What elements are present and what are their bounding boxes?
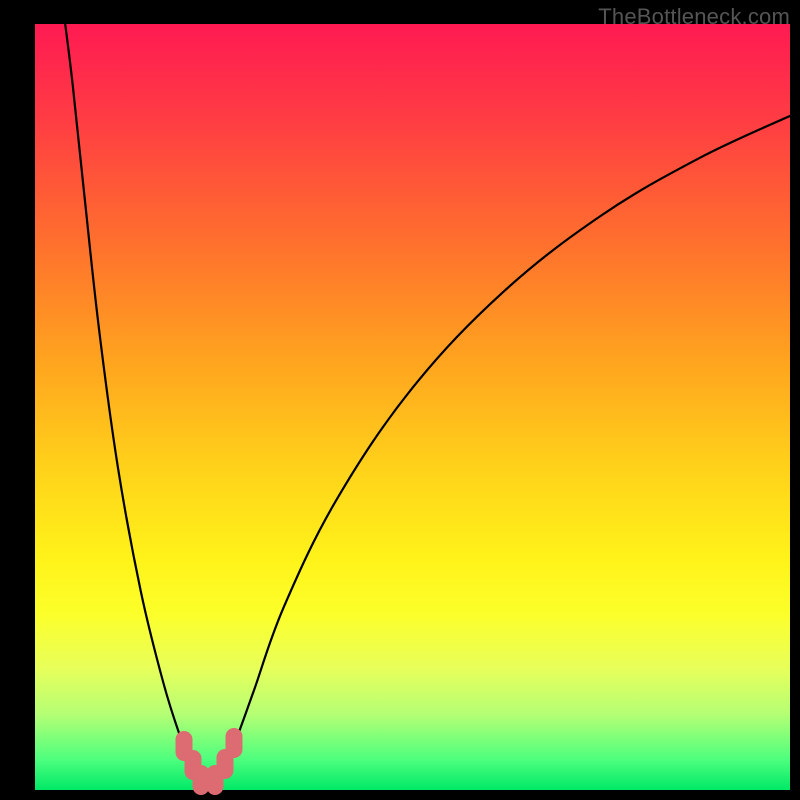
plot-area [35,24,790,790]
chart-root: TheBottleneck.com [0,0,800,800]
curve-marker [226,728,243,758]
marker-layer [35,24,790,790]
